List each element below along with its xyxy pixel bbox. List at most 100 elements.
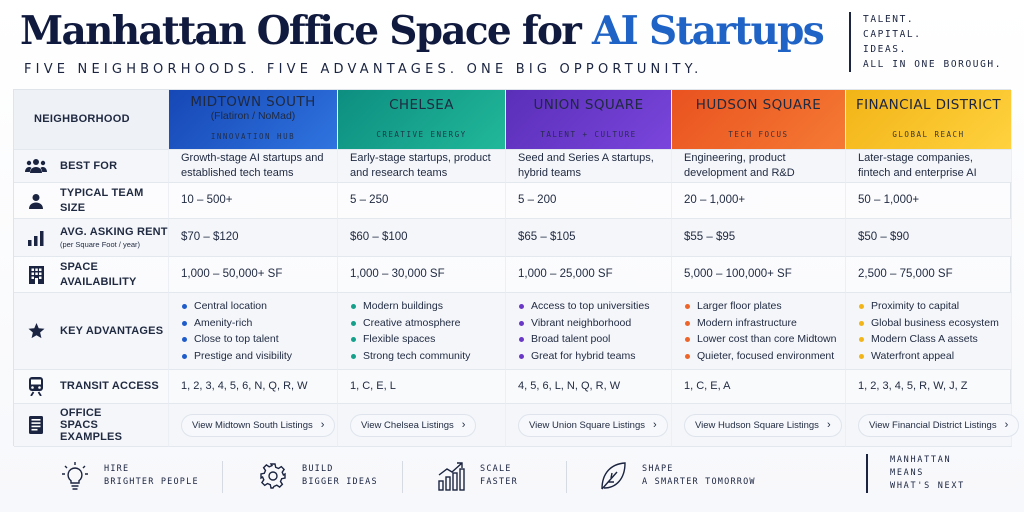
rent-cell: $50 – $90 [846,219,1012,257]
view-listings-button[interactable]: View Midtown South Listings › [181,413,336,437]
tagline-line: CAPITAL. [863,29,922,40]
list-item: Central location [181,298,292,315]
examples-cell: View Chelsea Listings › [338,404,506,447]
list-item: Strong tech community [350,348,470,365]
advantages-list: Proximity to capital Global business eco… [858,298,999,364]
examples-cell: View Hudson Square Listings › [672,404,846,447]
list-item: Amenity-rich [181,315,292,332]
list-item: Flexible spaces [350,331,470,348]
view-listings-button[interactable]: View Financial District Listings › [858,413,1020,437]
column-header-union-square[interactable]: UNION SQUARE TALENT + CULTURE [506,90,672,150]
availability-cell: 1,000 – 25,000 SF [506,257,672,293]
team-size-cell: 5 – 250 [338,183,506,219]
examples-cell: View Union Square Listings › [506,404,672,447]
row-label-transit: TRANSIT ACCESS [14,370,169,404]
column-tag: CREATIVE ENERGY [376,129,467,139]
row-label-availability: SPACE AVAILABILITY [14,257,169,293]
footer: HIRE BRIGHTER PEOPLE BUILD BIGGER IDEAS SC… [0,448,1024,512]
closing-statement: MANHATTAN MEANS WHAT'S NEXT [866,454,965,493]
advantages-cell: Proximity to capital Global business eco… [846,293,1012,370]
column-name: FINANCIAL DISTRICT [855,96,1002,113]
footer-line: FASTER [480,477,518,487]
best-for-cell: Growth-stage AI startups and established… [169,150,338,183]
availability-cell: 1,000 – 50,000+ SF [169,257,338,293]
star-icon [22,323,50,339]
column-tag: TECH FOCUS [728,129,789,139]
chevron-right-icon: › [461,418,466,431]
footer-line: A SMARTER TOMORROW [642,477,756,487]
footer-line: BUILD [302,464,334,474]
view-listings-button[interactable]: View Union Square Listings › [518,413,668,437]
group-icon [22,158,50,174]
row-label-text: BEST FOR [60,159,118,172]
column-header-hudson-square[interactable]: HUDSON SQUARE TECH FOCUS [672,90,846,150]
footer-divider [566,461,567,493]
transit-cell: 1, 2, 3, 4, 5, 6, N, Q, R, W [169,370,338,404]
column-name: MIDTOWN SOUTH [190,94,316,110]
footer-divider [222,461,223,493]
list-item: Vibrant neighborhood [518,315,649,332]
button-label: View Union Square Listings [529,419,646,431]
column-name: UNION SQUARE [533,96,644,113]
footer-item-scale: SCALE FASTER [436,460,518,492]
list-item: Prestige and visibility [181,348,292,365]
title-main: Manhattan Office Space for [20,8,592,54]
row-label-text: TYPICAL TEAM SIZE [60,186,144,214]
chevron-right-icon: › [826,418,831,431]
leaf-icon [598,460,628,492]
best-for-cell: Later-stage companies, fintech and enter… [846,150,1012,183]
list-item: Broad talent pool [518,331,649,348]
footer-item-hire: HIRE BRIGHTER PEOPLE [60,460,199,492]
advantages-cell: Larger floor plates Modern infrastructur… [672,293,846,370]
row-label-text: OFFICE SPACS EXAMPLES [60,407,123,443]
tagline: TALENT. CAPITAL. IDEAS. ALL IN ONE BOROU… [849,12,1002,72]
list-item: Modern Class A assets [858,331,999,348]
transit-cell: 4, 5, 6, L, N, Q, R, W [506,370,672,404]
column-header-midtown-south[interactable]: MIDTOWN SOUTH (Flatiron / NoMad) INNOVAT… [169,90,338,150]
availability-cell: 5,000 – 100,000+ SF [672,257,846,293]
list-item: Quieter, focused environment [684,348,836,365]
footer-item-shape: SHAPE A SMARTER TOMORROW [598,460,756,492]
view-listings-button[interactable]: View Hudson Square Listings › [684,413,842,437]
column-header-chelsea[interactable]: CHELSEA CREATIVE ENERGY [338,90,506,150]
footer-line: HIRE [104,464,130,474]
tagline-line: IDEAS. [863,44,907,55]
footer-line: SCALE [480,464,512,474]
examples-cell: View Financial District Listings › [846,404,1020,447]
advantages-list: Modern buildings Creative atmosphere Fle… [350,298,470,364]
gear-icon [258,460,288,492]
team-size-cell: 20 – 1,000+ [672,183,846,219]
rent-cell: $65 – $105 [506,219,672,257]
list-item: Creative atmosphere [350,315,470,332]
building-icon [22,265,50,284]
row-label-advantages: KEY ADVANTAGES [14,293,169,370]
transit-cell: 1, C, E, A [672,370,846,404]
column-tag: TALENT + CULTURE [540,129,637,139]
button-label: View Midtown South Listings [192,419,313,431]
chevron-right-icon: › [320,418,325,431]
list-item: Modern buildings [350,298,470,315]
page-title: Manhattan Office Space for AI Startups [20,8,825,56]
advantages-cell: Access to top universities Vibrant neigh… [506,293,672,370]
chevron-right-icon: › [653,418,657,431]
page-subtitle: FIVE NEIGHBORHOODS. FIVE ADVANTAGES. ONE… [24,62,703,77]
list-item: Close to top talent [181,331,292,348]
neighborhood-header: NEIGHBORHOOD [14,90,169,150]
rent-cell: $55 – $95 [672,219,846,257]
row-label-examples: OFFICE SPACS EXAMPLES [14,404,169,447]
advantages-cell: Central location Amenity-rich Close to t… [169,293,338,370]
transit-cell: 1, 2, 3, 4, 5, R, W, J, Z [846,370,1012,404]
rent-cell: $60 – $100 [338,219,506,257]
column-header-financial-district[interactable]: FINANCIAL DISTRICT GLOBAL REACH [846,90,1012,150]
closing-line: MEANS [890,468,925,478]
team-size-cell: 10 – 500+ [169,183,338,219]
examples-cell: View Midtown South Listings › [169,404,338,447]
list-item: Waterfront appeal [858,348,999,365]
availability-cell: 2,500 – 75,000 SF [846,257,1012,293]
team-size-cell: 5 – 200 [506,183,672,219]
lightbulb-icon [60,460,90,492]
advantages-list: Access to top universities Vibrant neigh… [518,298,649,364]
view-listings-button[interactable]: View Chelsea Listings › [350,413,477,437]
bar-chart-icon [22,230,50,246]
list-item: Lower cost than core Midtown [684,331,836,348]
